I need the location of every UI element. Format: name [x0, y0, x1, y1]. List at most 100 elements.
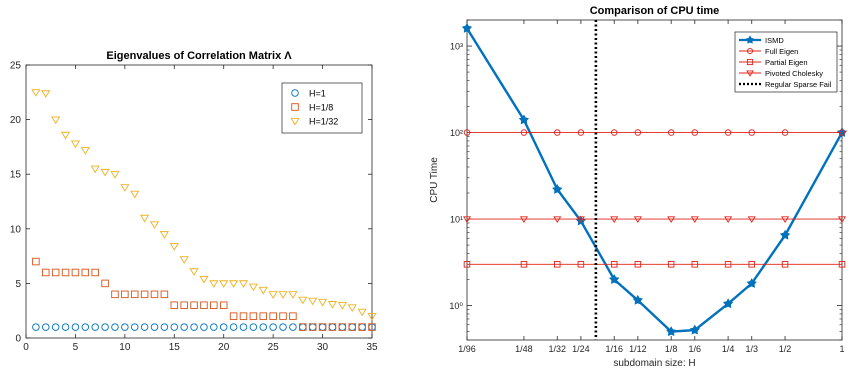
- series-point-triangle-down: [553, 216, 562, 224]
- x-tick-label: 0: [23, 342, 29, 353]
- legend-marker: [291, 103, 299, 111]
- data-point-triangle-down: [199, 275, 209, 284]
- legend-label: Regular Sparse Fail: [765, 80, 832, 89]
- data-point-square: [308, 323, 317, 331]
- series-point-filled-star: [722, 298, 734, 309]
- y-tick-label: 20: [10, 115, 22, 126]
- data-point-circle: [71, 323, 80, 331]
- data-point-square: [42, 268, 50, 277]
- cpu-time-y-axis-label: CPU Time: [429, 157, 440, 203]
- legend-label: H=1/32: [309, 117, 338, 127]
- x-tick-label: 1/16: [605, 344, 623, 354]
- data-point-square: [210, 301, 218, 309]
- x-tick-label: 1/96: [458, 344, 476, 354]
- data-point-triangle-down: [209, 280, 219, 288]
- eigenvalue-chart-title: Eigenvalues of Correlation Matrix Λ: [106, 50, 292, 62]
- legend-label: H=1: [309, 89, 326, 99]
- data-point-circle: [61, 323, 70, 331]
- legend-marker: [746, 70, 754, 77]
- x-tick-label: 1/24: [572, 344, 590, 354]
- data-point-square: [239, 312, 248, 320]
- data-point-square: [140, 290, 149, 299]
- series-point-square: [748, 261, 755, 268]
- series-point-square: [520, 261, 528, 268]
- x-tick-label: 1/4: [722, 344, 735, 354]
- data-point-triangle-down: [367, 313, 377, 321]
- data-point-triangle-down: [80, 147, 90, 155]
- legend-label: Partial Eigen: [765, 58, 808, 67]
- y-tick-label: 15: [10, 170, 22, 181]
- series-point-triangle-down: [837, 216, 847, 224]
- legend-marker: [745, 35, 755, 44]
- series-point-square: [691, 261, 699, 268]
- data-point-triangle-down: [288, 291, 298, 299]
- data-point-circle: [150, 323, 159, 331]
- data-point-circle: [32, 323, 40, 331]
- series-point-square: [610, 261, 618, 268]
- data-point-triangle-down: [278, 291, 288, 299]
- series-point-square: [634, 261, 642, 268]
- x-tick-label: 30: [317, 342, 329, 353]
- data-point-circle: [160, 323, 169, 331]
- data-point-triangle-down: [298, 296, 308, 305]
- data-point-triangle-down: [120, 184, 130, 192]
- data-point-square: [249, 312, 258, 320]
- series-point-circle: [554, 129, 561, 136]
- data-point-square: [160, 290, 169, 299]
- data-point-circle: [130, 323, 139, 331]
- legend-marker: [291, 89, 299, 97]
- data-point-square: [51, 268, 60, 277]
- x-tick-label: 20: [218, 342, 230, 353]
- data-point-triangle-down: [347, 304, 357, 312]
- data-point-triangle-down: [130, 190, 140, 199]
- data-point-circle: [239, 323, 248, 331]
- data-point-circle: [210, 323, 218, 331]
- eigenvalue-axis-ticks: 0 5 10 15 20 25 30 35 0 5 10 15 20 25: [10, 61, 378, 354]
- data-point-square: [61, 268, 70, 277]
- y-tick-label: 5: [15, 279, 21, 290]
- series-point-filled-star: [666, 326, 677, 336]
- data-point-circle: [180, 323, 188, 331]
- data-point-circle: [289, 323, 297, 331]
- data-point-circle: [249, 323, 258, 331]
- data-point-square: [200, 301, 208, 309]
- series-point-triangle-down: [462, 216, 472, 224]
- data-point-square: [170, 301, 179, 309]
- data-point-square: [318, 323, 327, 331]
- cpu-time-axis-ticks: 1/96 1/48 1/32 1/24 1/16 1/12 1/8 1/6 1/4 1/3 1/2 1…: [449, 19, 845, 354]
- x-tick-label: 35: [366, 342, 378, 353]
- data-point-triangle-down: [60, 131, 71, 140]
- series-point-filled-star: [632, 294, 643, 305]
- data-point-triangle-down: [159, 231, 169, 239]
- x-tick-label: 1/2: [779, 344, 792, 354]
- series-point-square: [724, 261, 732, 268]
- series-point-filled-star: [518, 114, 530, 125]
- data-point-triangle-down: [248, 283, 258, 292]
- data-point-circle: [111, 323, 119, 331]
- data-point-square: [91, 268, 99, 277]
- data-point-square: [229, 312, 238, 320]
- data-point-triangle-down: [219, 280, 229, 288]
- eigenvalue-legend: H=1 H=1/8 H=1/32: [281, 82, 363, 134]
- data-point-square: [190, 301, 198, 309]
- legend-label: H=1/8: [309, 103, 333, 113]
- series-point-filled-star: [689, 324, 700, 335]
- data-point-triangle-down: [31, 89, 41, 97]
- data-point-circle: [190, 323, 198, 331]
- data-point-square: [328, 323, 337, 331]
- data-point-square: [219, 301, 228, 309]
- y-tick-label: 10²: [450, 128, 463, 138]
- data-point-circle: [121, 323, 129, 331]
- data-point-triangle-down: [41, 90, 51, 98]
- series-point-circle: [610, 129, 618, 136]
- data-point-circle: [269, 323, 277, 331]
- data-point-triangle-down: [110, 171, 120, 179]
- series-point-triangle-down: [519, 216, 528, 224]
- data-point-square: [150, 290, 159, 299]
- cpu-time-chart: Comparison of CPU time 1/96 1/48 1/32 1/24 1…: [429, 5, 848, 369]
- series-point-circle: [577, 129, 585, 136]
- x-tick-label: 15: [169, 342, 181, 353]
- data-point-square: [358, 323, 366, 331]
- x-tick-label: 1/3: [745, 344, 758, 354]
- y-tick-label: 0: [15, 334, 21, 345]
